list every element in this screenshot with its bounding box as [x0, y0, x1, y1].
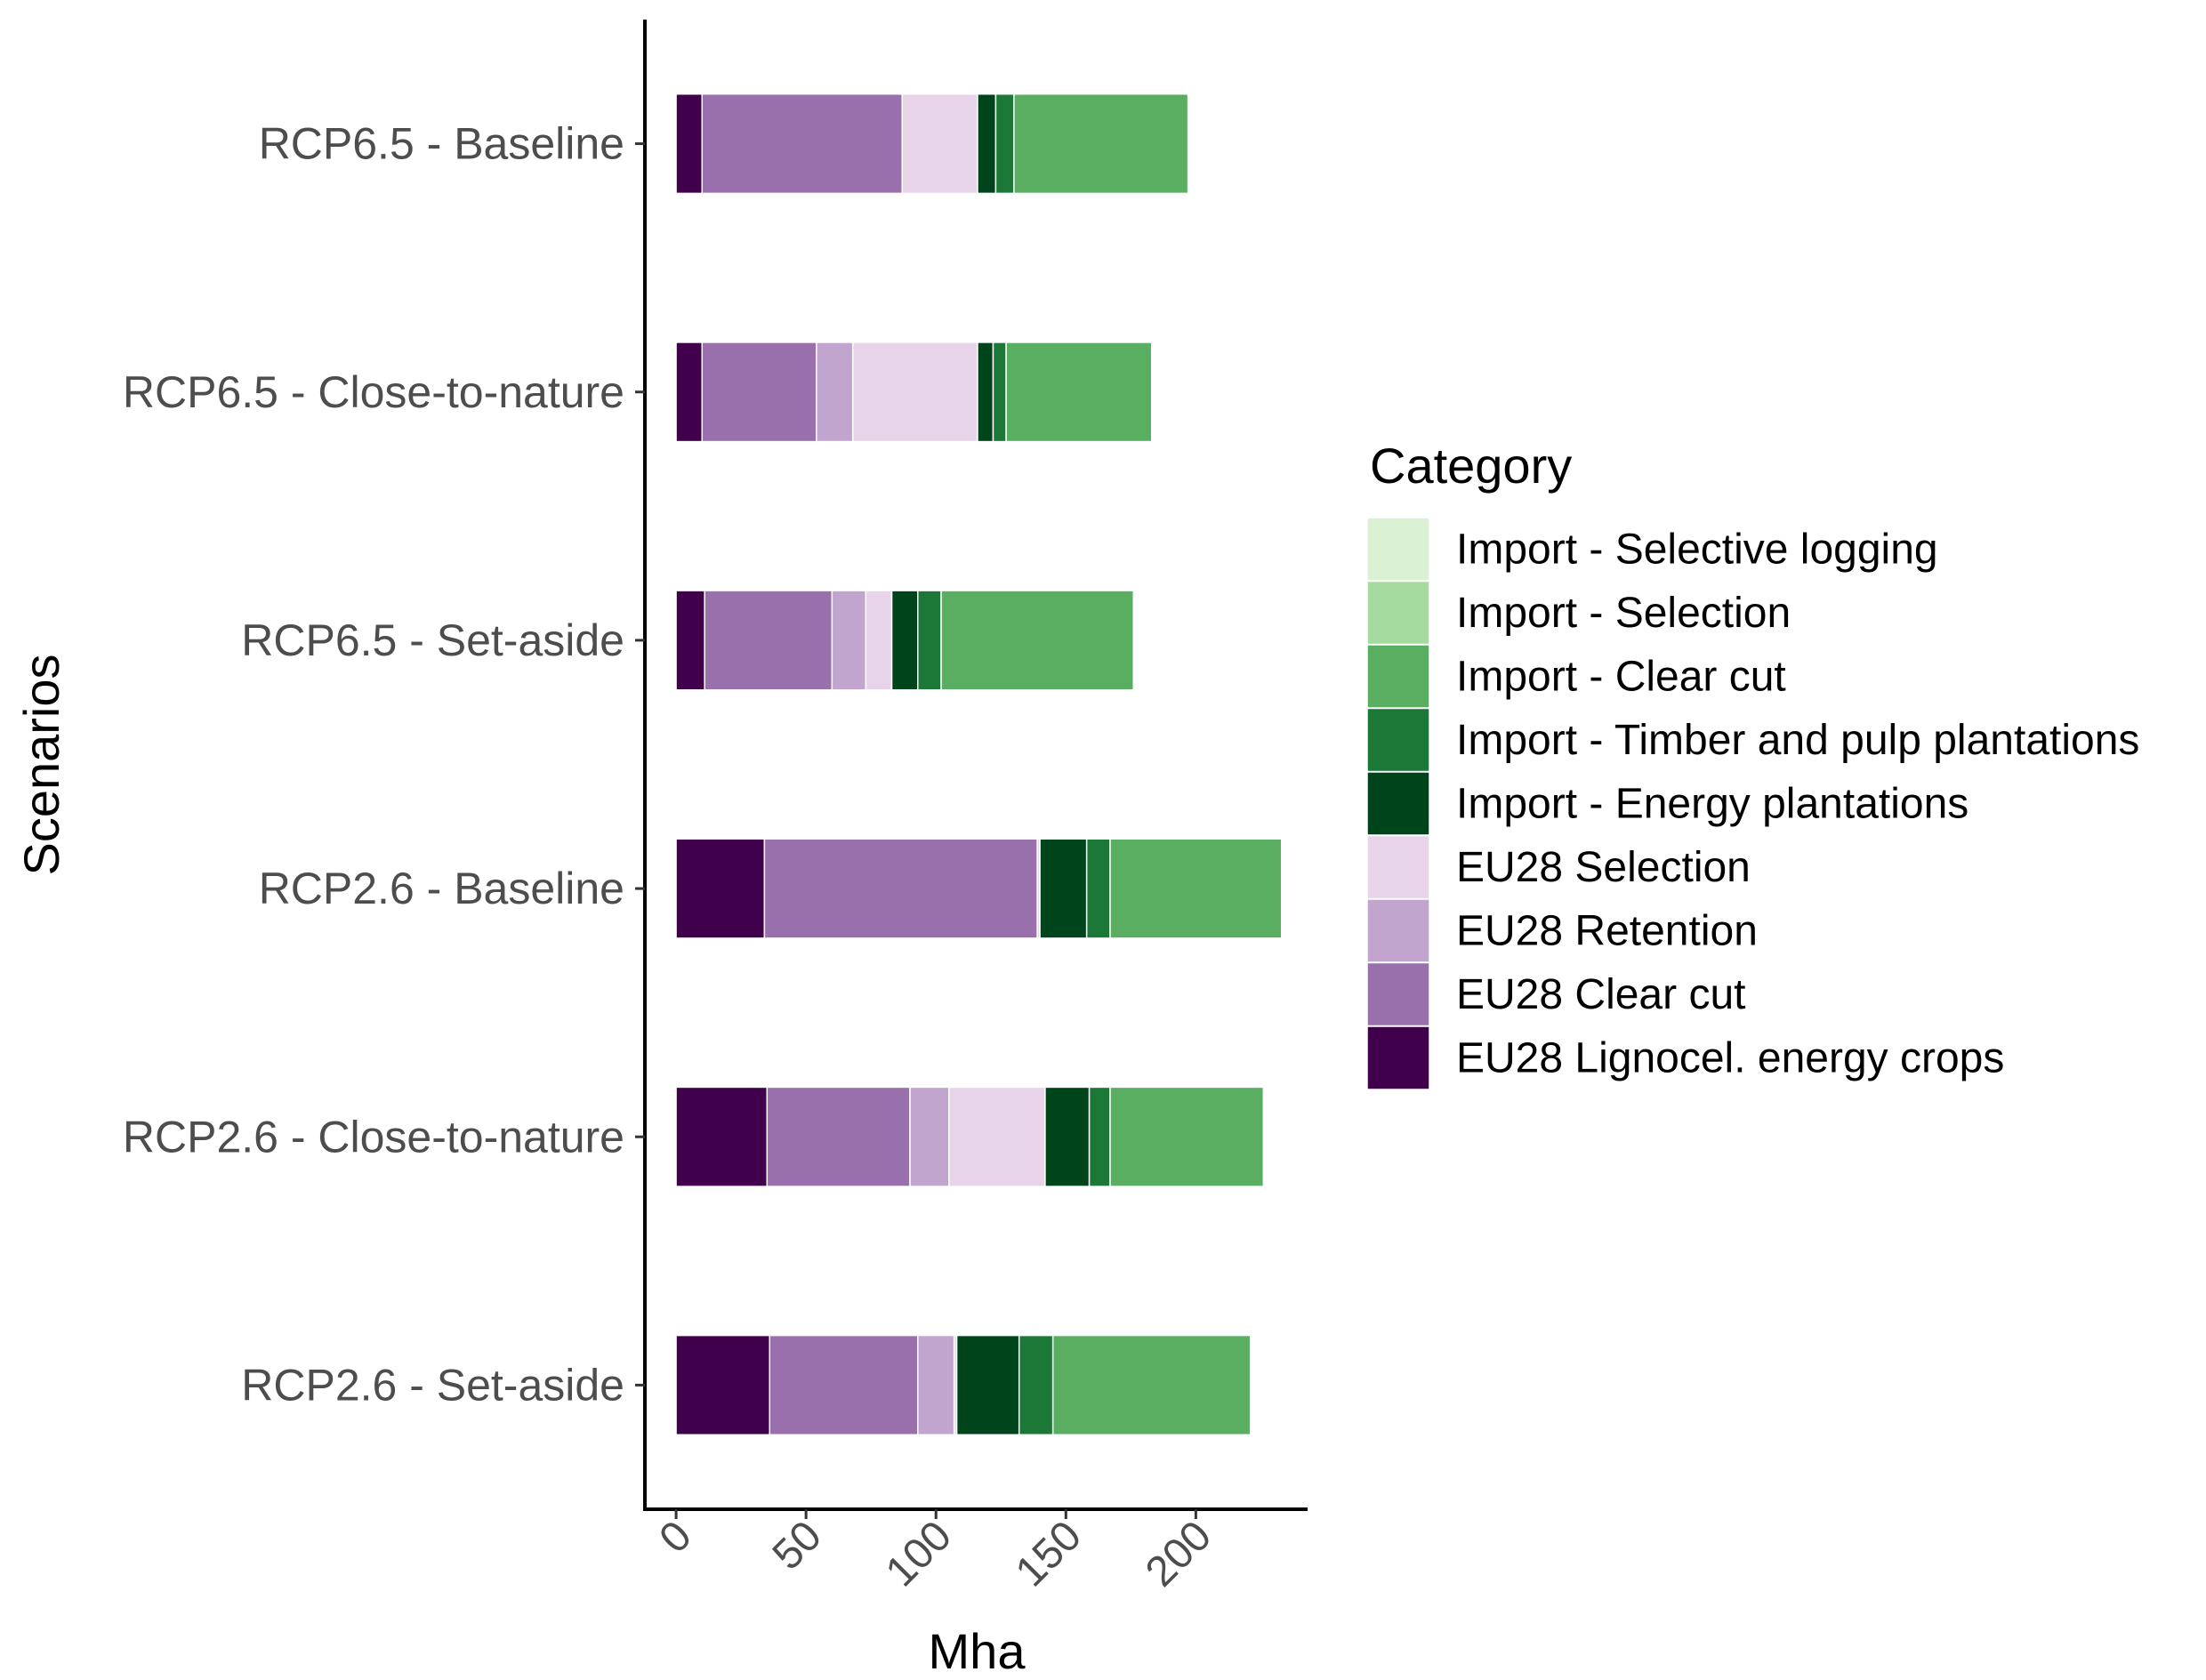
bar-segment-rcp6-5-set-aside-import-timber-and-pulp-plantations	[917, 590, 942, 691]
bar-segment-rcp6-5-close-to-nature-eu28-lignocel-energy-crops	[675, 342, 704, 443]
bar-segment-rcp2-6-set-aside-import-clear-cut	[1051, 1334, 1252, 1436]
bar-segment-rcp2-6-close-to-nature-eu28-lignocel-energy-crops	[675, 1086, 769, 1187]
bar-segment-rcp6-5-close-to-nature-eu28-retention	[816, 342, 854, 443]
legend-swatch-eu28-selection	[1366, 834, 1430, 900]
bar-segment-rcp6-5-baseline-eu28-clear-cut	[701, 93, 903, 195]
legend-label: Import - Clear cut	[1456, 654, 1786, 701]
x-tick-labels: 0 50 100 150 200	[650, 1509, 1220, 1596]
bar-segment-rcp6-5-set-aside-eu28-clear-cut	[704, 590, 833, 691]
bar-segment-rcp2-6-close-to-nature-import-timber-and-pulp-plantations	[1088, 1086, 1111, 1187]
y-tick-label: RCP2.6 - Set-aside	[241, 1360, 624, 1410]
bar-segment-rcp2-6-close-to-nature-eu28-clear-cut	[766, 1086, 911, 1187]
bar-segment-rcp2-6-baseline-eu28-clear-cut	[763, 838, 1038, 939]
legend-label: EU28 Clear cut	[1456, 971, 1745, 1018]
bar-segment-rcp6-5-baseline-import-clear-cut	[1013, 93, 1189, 195]
bar-segment-rcp6-5-set-aside-eu28-selection	[865, 590, 893, 691]
bar-segment-rcp2-6-baseline-import-energy-plantations	[1039, 838, 1088, 939]
legend-swatch-eu28-lignocel-energy-crops	[1366, 1025, 1430, 1090]
bar-segment-rcp2-6-set-aside-eu28-lignocel-energy-crops	[675, 1334, 770, 1436]
y-tick-label: RCP2.6 - Baseline	[259, 864, 624, 913]
legend-label: EU28 Selection	[1456, 844, 1751, 891]
legend-label: EU28 Lignocel. energy crops	[1456, 1035, 2004, 1082]
bar-segment-rcp6-5-baseline-import-timber-and-pulp-plantations	[994, 93, 1015, 195]
bar-segment-rcp6-5-set-aside-eu28-retention	[831, 590, 867, 691]
legend-swatch-import-selective-logging	[1366, 517, 1430, 582]
bar-segment-rcp6-5-baseline-eu28-selection	[901, 93, 978, 195]
x-axis-title: Mha	[929, 1623, 1027, 1679]
y-tick-labels: RCP6.5 - Baseline RCP6.5 - Close-to-natur…	[123, 119, 645, 1410]
bar-segment-rcp2-6-close-to-nature-import-energy-plantations	[1044, 1086, 1091, 1187]
bar-segment-rcp6-5-set-aside-import-energy-plantations	[890, 590, 919, 691]
legend-title: Category	[1370, 438, 1572, 494]
legend-swatch-eu28-retention	[1366, 898, 1430, 963]
bar-segment-rcp2-6-baseline-import-clear-cut	[1109, 838, 1283, 939]
bar-segment-rcp2-6-baseline-import-timber-and-pulp-plantations	[1085, 838, 1111, 939]
legend-swatch-import-energy-plantations	[1366, 771, 1430, 836]
bars-layer	[675, 93, 1283, 1436]
legend-swatch-import-clear-cut	[1366, 644, 1430, 709]
legend-label: Import - Selection	[1456, 590, 1791, 637]
bar-segment-rcp6-5-close-to-nature-eu28-clear-cut	[701, 342, 817, 443]
legend-swatch-import-selection	[1366, 580, 1430, 646]
x-tick-label: 150	[1007, 1512, 1091, 1596]
bar-segment-rcp2-6-set-aside-import-timber-and-pulp-plantations	[1018, 1334, 1054, 1436]
legend: Category Import - Selective loggingImpor…	[1366, 438, 2139, 1090]
legend-label: Import - Selective logging	[1456, 527, 1938, 574]
bar-segment-rcp2-6-baseline-eu28-lignocel-energy-crops	[675, 838, 766, 939]
legend-swatch-import-timber-and-pulp-plantations	[1366, 707, 1430, 773]
legend-label: Import - Timber and pulp plantations	[1456, 717, 2139, 764]
bar-segment-rcp2-6-close-to-nature-eu28-retention	[909, 1086, 950, 1187]
x-tick-label: 100	[877, 1512, 961, 1596]
y-tick-label: RCP6.5 - Baseline	[259, 119, 624, 169]
y-tick-label: RCP2.6 - Close-to-nature	[123, 1112, 624, 1162]
bar-segment-rcp2-6-set-aside-eu28-clear-cut	[769, 1334, 919, 1436]
x-tick-label: 200	[1137, 1512, 1220, 1596]
bar-segment-rcp6-5-baseline-import-energy-plantations	[977, 93, 997, 195]
bar-segment-rcp6-5-close-to-nature-import-timber-and-pulp-plantations	[992, 342, 1007, 443]
bar-segment-rcp6-5-close-to-nature-import-clear-cut	[1005, 342, 1153, 443]
y-tick-label: RCP6.5 - Set-aside	[241, 615, 624, 665]
bar-segment-rcp6-5-close-to-nature-import-energy-plantations	[977, 342, 994, 443]
legend-items: Import - Selective logging Import - Selec…	[1366, 517, 2139, 1090]
legend-label: Import - Energy plantations	[1456, 781, 1968, 828]
x-tick-label: 0	[650, 1512, 700, 1562]
y-tick-label: RCP6.5 - Close-to-nature	[123, 367, 624, 417]
bar-segment-rcp6-5-baseline-eu28-lignocel-energy-crops	[675, 93, 704, 195]
y-axis-title: Scenarios	[13, 654, 69, 875]
bar-segment-rcp6-5-set-aside-import-clear-cut	[940, 590, 1135, 691]
bar-segment-rcp2-6-set-aside-import-energy-plantations	[955, 1334, 1020, 1436]
bar-segment-rcp2-6-close-to-nature-import-clear-cut	[1109, 1086, 1265, 1187]
bar-segment-rcp6-5-set-aside-eu28-lignocel-energy-crops	[675, 590, 705, 691]
bar-segment-rcp2-6-close-to-nature-eu28-selection	[948, 1086, 1046, 1187]
bar-segment-rcp2-6-set-aside-eu28-retention	[917, 1334, 955, 1436]
x-tick-label: 50	[764, 1512, 831, 1579]
legend-swatch-eu28-clear-cut	[1366, 961, 1430, 1027]
legend-label: EU28 Retention	[1456, 908, 1758, 955]
bar-segment-rcp6-5-close-to-nature-eu28-selection	[851, 342, 978, 443]
